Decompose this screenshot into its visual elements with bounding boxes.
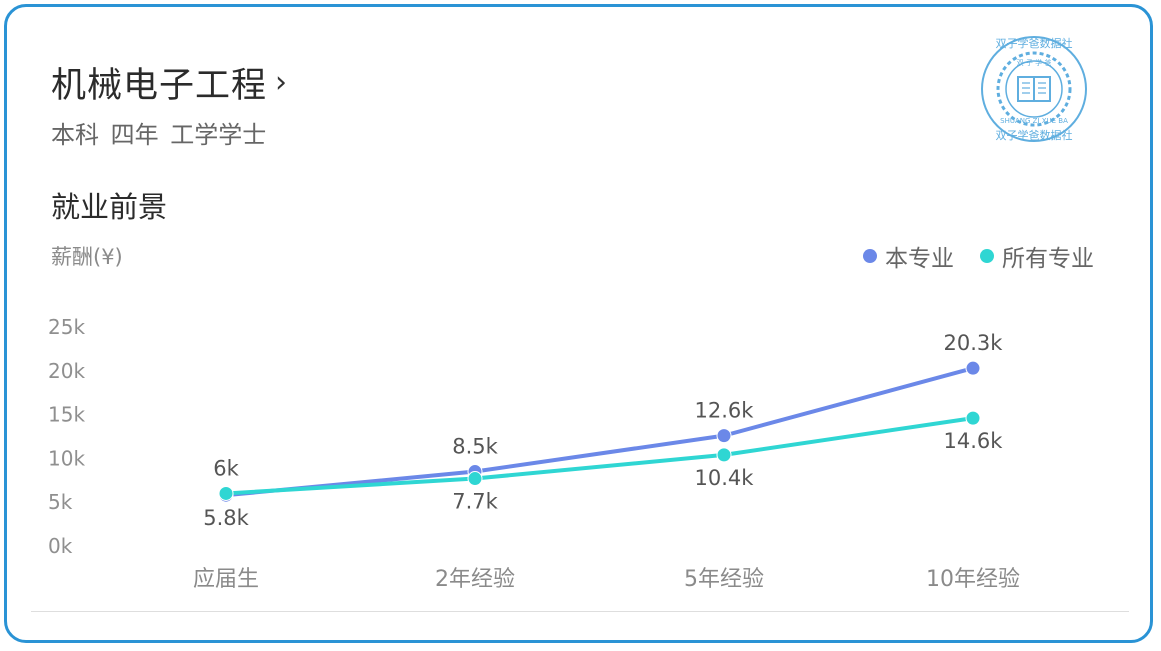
- svg-text:双子学爸数据社: 双子学爸数据社: [996, 36, 1073, 50]
- svg-text:双 子 学 爸: 双 子 学 爸: [1017, 58, 1052, 67]
- legend-label-major: 本专业: [885, 246, 954, 272]
- major-title-link[interactable]: 机械电子工程 ›: [51, 57, 287, 108]
- data-label: 12.6k: [695, 399, 755, 423]
- data-point: [716, 428, 732, 444]
- x-tick-label: 应届生: [193, 567, 259, 592]
- svg-text:SHUANG ZI XUE BA: SHUANG ZI XUE BA: [1000, 117, 1068, 125]
- y-tick-label: 25k: [48, 315, 85, 339]
- legend-dot-icon: [980, 249, 994, 263]
- data-label: 7.7k: [452, 490, 498, 514]
- data-label: 5.8k: [203, 506, 249, 530]
- legend-item-all[interactable]: 所有专业: [980, 239, 1094, 273]
- series-line-major: [224, 366, 975, 498]
- legend-label-all: 所有专业: [1002, 246, 1094, 272]
- data-point: [965, 360, 981, 376]
- y-tick-label: 20k: [48, 359, 85, 383]
- data-label: 20.3k: [944, 331, 1004, 355]
- legend-item-major[interactable]: 本专业: [863, 239, 954, 273]
- card-frame: 机械电子工程 › 本科 四年 工学学士 就业前景 薪酬(¥) 本专业 所有专业 …: [4, 4, 1153, 643]
- y-tick-label: 5k: [48, 490, 73, 514]
- data-label: 8.5k: [452, 435, 498, 459]
- series-line-all: [224, 416, 975, 496]
- y-tick-label: 15k: [48, 403, 85, 427]
- y-tick-label: 0k: [48, 534, 73, 558]
- data-label: 10.4k: [695, 466, 755, 490]
- chart-legend: 本专业 所有专业: [863, 239, 1094, 273]
- chevron-right-icon: ›: [275, 64, 288, 100]
- section-title: 就业前景: [51, 190, 168, 224]
- data-point: [218, 485, 234, 501]
- data-label: 6k: [213, 456, 239, 480]
- x-axis-line: [31, 611, 1129, 612]
- data-point: [716, 447, 732, 463]
- x-tick-label: 10年经验: [926, 567, 1020, 592]
- major-title: 机械电子工程: [51, 66, 268, 106]
- svg-text:双子学爸数据社: 双子学爸数据社: [996, 128, 1073, 142]
- y-axis-label: 薪酬(¥): [51, 245, 123, 269]
- y-tick-label: 10k: [48, 446, 85, 470]
- publisher-seal-icon: 双子学爸数据社 双 子 学 爸 SHUANG ZI XUE BA 双子学爸数据社: [981, 36, 1087, 142]
- major-subtitle: 本科 四年 工学学士: [51, 121, 267, 149]
- legend-dot-icon: [863, 249, 877, 263]
- data-point: [467, 471, 483, 487]
- data-point: [965, 410, 981, 426]
- x-tick-label: 2年经验: [435, 567, 515, 592]
- data-label: 14.6k: [944, 429, 1004, 453]
- x-tick-label: 5年经验: [684, 567, 764, 592]
